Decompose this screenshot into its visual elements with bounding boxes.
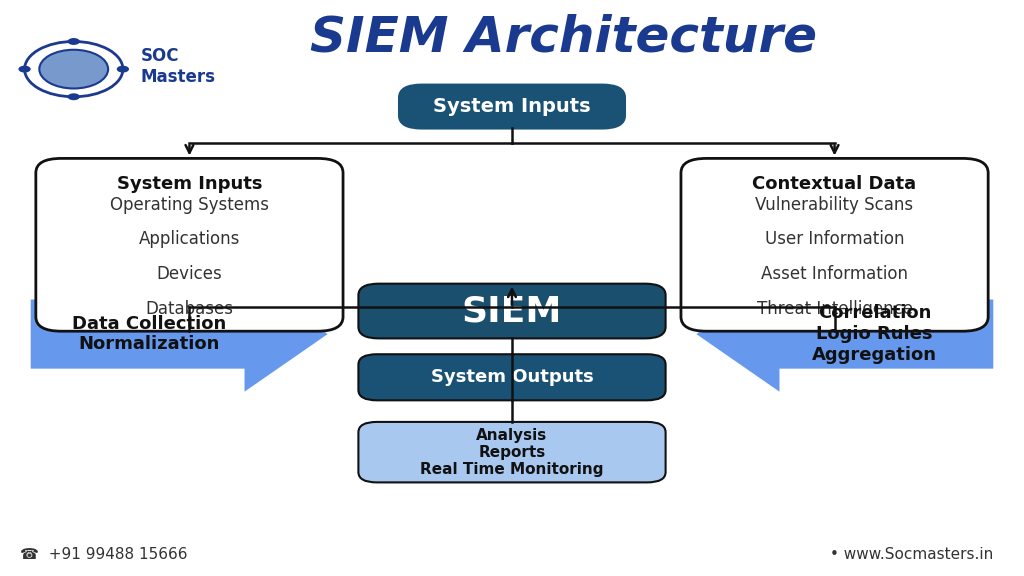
Text: User Information: User Information bbox=[765, 230, 904, 248]
Text: System Inputs: System Inputs bbox=[117, 175, 262, 192]
Text: Devices: Devices bbox=[157, 265, 222, 283]
FancyBboxPatch shape bbox=[399, 85, 625, 128]
Text: SOC
Masters: SOC Masters bbox=[140, 47, 215, 86]
Circle shape bbox=[68, 93, 80, 100]
FancyBboxPatch shape bbox=[358, 422, 666, 483]
Text: Operating Systems: Operating Systems bbox=[110, 196, 269, 214]
Text: Contextual Data: Contextual Data bbox=[753, 175, 916, 192]
Text: Threat Intelligence: Threat Intelligence bbox=[757, 300, 912, 317]
Text: System Outputs: System Outputs bbox=[431, 368, 593, 386]
Text: Databases: Databases bbox=[145, 300, 233, 317]
Text: SIEM: SIEM bbox=[462, 294, 562, 328]
Text: Data Collection
Normalization: Data Collection Normalization bbox=[73, 314, 226, 354]
Text: Correlation
Logio Rules
Aggregation: Correlation Logio Rules Aggregation bbox=[812, 304, 937, 364]
FancyBboxPatch shape bbox=[681, 158, 988, 331]
Text: Vulnerability Scans: Vulnerability Scans bbox=[756, 196, 913, 214]
Text: System Inputs: System Inputs bbox=[433, 97, 591, 116]
Text: Analysis: Analysis bbox=[476, 427, 548, 442]
Text: Asset Information: Asset Information bbox=[761, 265, 908, 283]
Text: ☎  +91 99488 15666: ☎ +91 99488 15666 bbox=[20, 547, 188, 562]
FancyBboxPatch shape bbox=[36, 158, 343, 331]
Circle shape bbox=[68, 38, 80, 45]
Text: • www.Socmasters.in: • www.Socmasters.in bbox=[830, 547, 993, 562]
FancyBboxPatch shape bbox=[358, 354, 666, 400]
Text: Reports: Reports bbox=[478, 445, 546, 460]
Circle shape bbox=[117, 66, 129, 73]
Polygon shape bbox=[31, 276, 328, 392]
Text: Real Time Monitoring: Real Time Monitoring bbox=[420, 462, 604, 477]
Circle shape bbox=[39, 50, 109, 89]
Text: Applications: Applications bbox=[139, 230, 240, 248]
Polygon shape bbox=[696, 276, 993, 392]
Circle shape bbox=[18, 66, 31, 73]
Text: SIEM Architecture: SIEM Architecture bbox=[309, 13, 817, 62]
FancyBboxPatch shape bbox=[358, 283, 666, 338]
